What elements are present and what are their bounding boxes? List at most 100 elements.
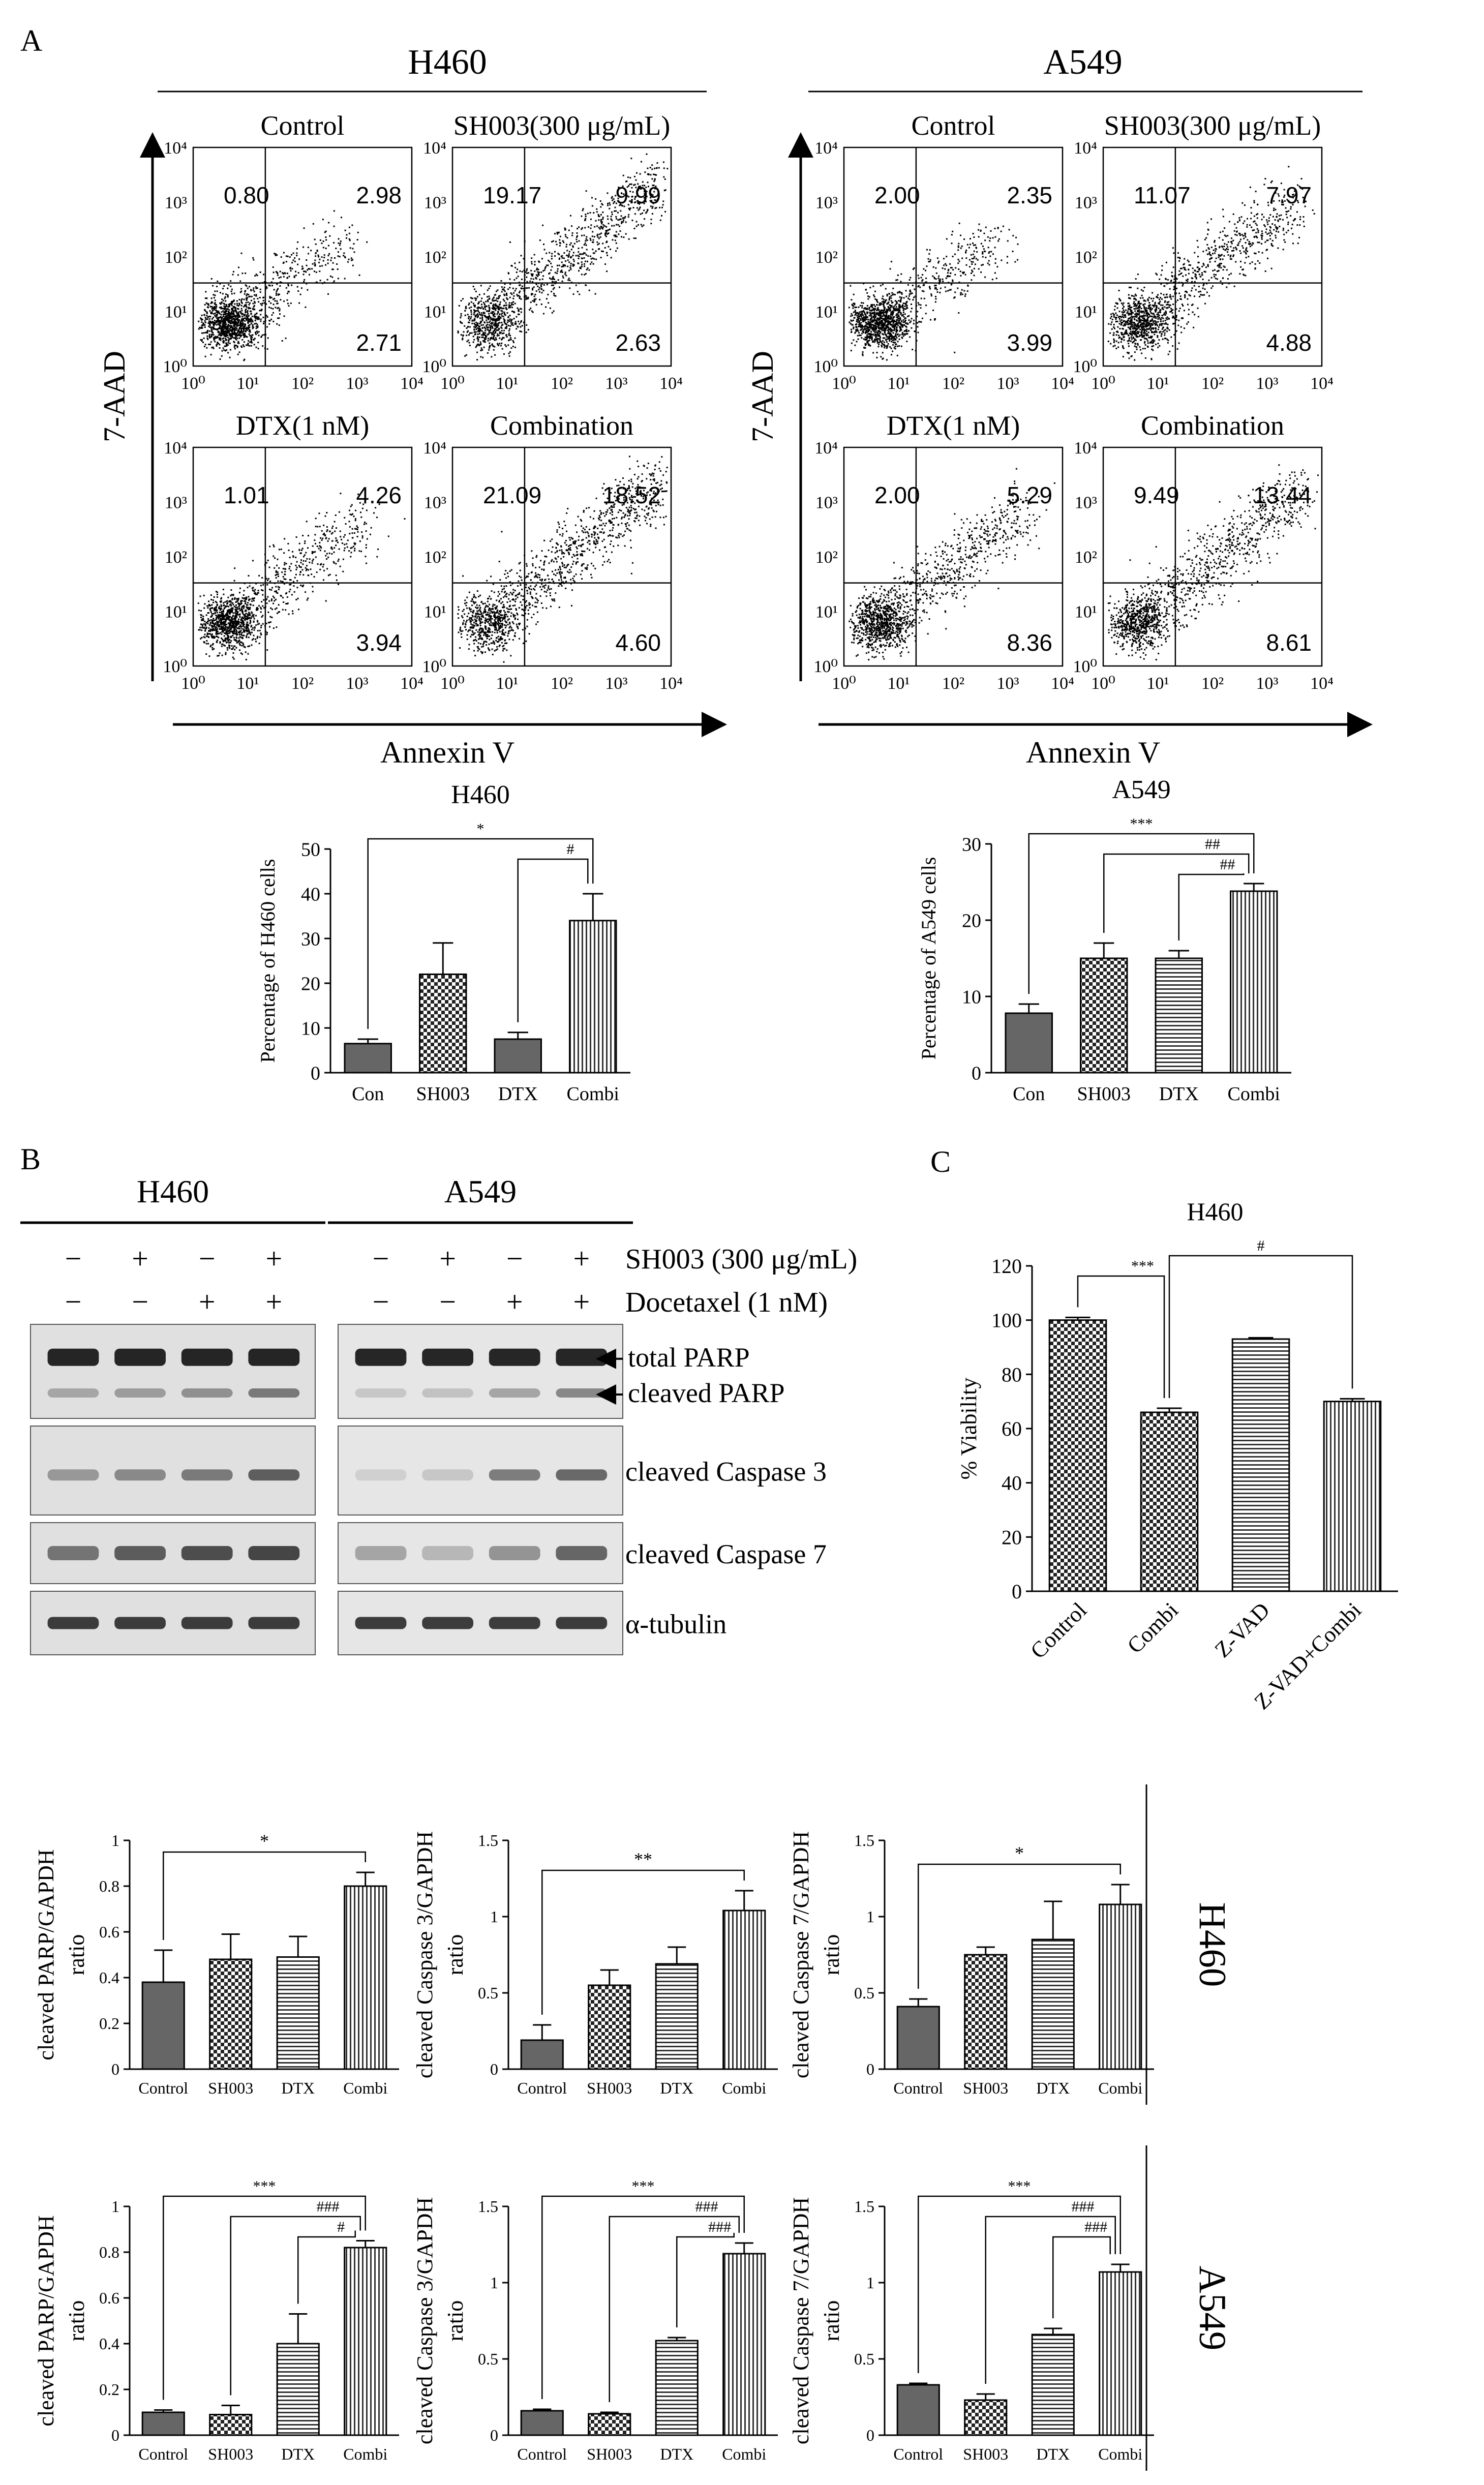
flow-y-tick: 10² bbox=[1075, 548, 1097, 567]
flow-x-tick: 10⁰ bbox=[1091, 674, 1115, 693]
x-tick-label: Con bbox=[1013, 1083, 1045, 1105]
treatment-label: Docetaxel (1 nM) bbox=[625, 1287, 828, 1318]
flow-plot-frame bbox=[1102, 446, 1323, 667]
significance-bracket bbox=[297, 2230, 356, 2304]
panel-a-label: A bbox=[20, 24, 42, 57]
flow-x-tick: 10⁴ bbox=[1051, 374, 1074, 393]
blot-band bbox=[422, 1348, 473, 1366]
blot-label: cleaved Caspase 3 bbox=[625, 1457, 827, 1487]
chart-c_h460: H460 0 20 40 60 80 100 120 % Viability Control Com… bbox=[956, 1197, 1398, 1714]
flow-y-tick: 10⁴ bbox=[814, 439, 838, 458]
significance-label: ### bbox=[708, 2219, 731, 2235]
treatment-sign: + bbox=[132, 1242, 148, 1275]
blot-band bbox=[114, 1348, 166, 1366]
flow-x-tick: 10¹ bbox=[1146, 374, 1169, 393]
flow-y-tick: 10¹ bbox=[815, 603, 838, 622]
significance-bracket bbox=[609, 2216, 740, 2402]
flow-h460-x-label: Annexin V bbox=[380, 736, 514, 769]
flow-y-tick: 10² bbox=[815, 248, 838, 267]
y-tick-label: 1 bbox=[490, 2274, 498, 2292]
blot-band bbox=[47, 1388, 99, 1398]
flow-y-tick: 10⁰ bbox=[813, 357, 838, 376]
blot-band bbox=[181, 1348, 233, 1366]
blot-band bbox=[422, 1388, 473, 1398]
bar bbox=[141, 1981, 185, 2070]
blot-band bbox=[556, 1388, 608, 1398]
significance-label: # bbox=[337, 2219, 345, 2235]
significance-label: *** bbox=[1130, 815, 1153, 832]
x-tick-label: SH003 bbox=[416, 1083, 470, 1105]
quadrant-lr-value: 4.88 bbox=[1266, 329, 1312, 356]
bar bbox=[276, 1956, 320, 2070]
flow-dots bbox=[849, 468, 1055, 661]
flow-x-tick: 10⁴ bbox=[400, 374, 423, 393]
y-axis-label-ratio: ratio bbox=[443, 2300, 468, 2342]
quadrant-ur-value: 9.99 bbox=[615, 182, 661, 208]
quadrant-ur-value: 2.35 bbox=[1007, 182, 1052, 208]
flow-x-tick: 10¹ bbox=[1146, 674, 1169, 693]
treatment-sign: − bbox=[439, 1285, 456, 1318]
bar bbox=[141, 2411, 185, 2436]
flow-x-tick: 10² bbox=[942, 674, 964, 693]
significance-label: ### bbox=[1084, 2219, 1107, 2235]
x-tick-label: Combi bbox=[343, 2079, 387, 2097]
x-tick-label: Con bbox=[352, 1083, 384, 1105]
flow-x-tick: 10² bbox=[291, 674, 314, 693]
y-tick-label: 0.5 bbox=[478, 1984, 498, 2002]
quadrant-lr-value: 2.63 bbox=[615, 329, 661, 356]
flow-plot-title: Combination bbox=[1141, 410, 1284, 441]
blot-band bbox=[47, 1348, 99, 1366]
x-tick-label: DTX bbox=[281, 2079, 315, 2097]
quadrant-ul-value: 9.49 bbox=[1134, 482, 1179, 508]
flow-a549-x-label: Annexin V bbox=[1026, 736, 1160, 769]
flow-a549-y-label: 7-AAD bbox=[746, 351, 779, 442]
y-tick-label: 0 bbox=[866, 2060, 874, 2078]
x-tick-label: Control bbox=[138, 2079, 188, 2097]
chart-d_h460_c7: 0 0.5 1 1.5 cleaved Caspase 7/GAPDH ratio Cont… bbox=[789, 1831, 1154, 2097]
flow-x-tick: 10⁰ bbox=[1091, 374, 1115, 393]
blot-band bbox=[248, 1617, 300, 1629]
y-tick-label: 0.4 bbox=[99, 2335, 119, 2353]
treatment-sign: − bbox=[506, 1242, 523, 1275]
flow-x-tick: 10² bbox=[1201, 374, 1224, 393]
blot-cell-line-h460: H460 bbox=[137, 1173, 209, 1209]
x-tick-label: DTX bbox=[660, 2079, 693, 2097]
y-tick-label: 0 bbox=[111, 2426, 119, 2444]
treatment-label: SH003 (300 μg/mL) bbox=[625, 1244, 857, 1275]
y-tick-label: 0.8 bbox=[99, 2243, 119, 2261]
flow-x-tick: 10¹ bbox=[236, 374, 259, 393]
flow-plot-title: Combination bbox=[490, 410, 633, 441]
bar bbox=[1048, 1319, 1107, 1592]
flow-y-tick: 10³ bbox=[815, 494, 838, 512]
flow-plot-frame bbox=[843, 446, 1064, 667]
flow-x-tick: 10² bbox=[1201, 674, 1224, 693]
blot-band bbox=[47, 1469, 99, 1481]
chart-d_a549_parp: 0 0.2 0.4 0.6 0.8 1 cleaved PARP/GAPDH ratio Con… bbox=[34, 2178, 399, 2463]
blot-band bbox=[355, 1546, 407, 1560]
significance-label: *** bbox=[632, 2178, 655, 2195]
quadrant-ul-value: 0.80 bbox=[224, 182, 269, 208]
significance-bracket bbox=[230, 2216, 361, 2396]
blot-label: cleaved Caspase 7 bbox=[625, 1539, 827, 1569]
western-blot-panel: H460 − + − + − − + + A549 − + − + − − + + SH003 (300 μg/mL… bbox=[20, 1173, 857, 1655]
bar bbox=[722, 1910, 766, 2070]
treatment-sign: + bbox=[506, 1285, 523, 1318]
y-axis-label: cleaved PARP/GAPDH bbox=[34, 1849, 58, 2060]
bar bbox=[964, 1954, 1008, 2070]
blot-band bbox=[248, 1469, 300, 1481]
y-tick-label: 1 bbox=[111, 2197, 119, 2216]
flow-y-tick: 10² bbox=[815, 548, 838, 567]
y-tick-label: 1.5 bbox=[478, 2197, 498, 2216]
y-axis-label-ratio: ratio bbox=[64, 2300, 89, 2342]
x-tick-label: DTX bbox=[1159, 1083, 1199, 1105]
bar bbox=[569, 920, 617, 1074]
x-tick-label: Control bbox=[893, 2445, 943, 2463]
y-axis-label: cleaved Caspase 3/GAPDH bbox=[412, 2197, 437, 2444]
y-tick-label: 60 bbox=[1002, 1417, 1022, 1440]
flow-y-tick: 10⁰ bbox=[1073, 657, 1097, 676]
significance-bracket bbox=[1077, 1275, 1165, 1398]
